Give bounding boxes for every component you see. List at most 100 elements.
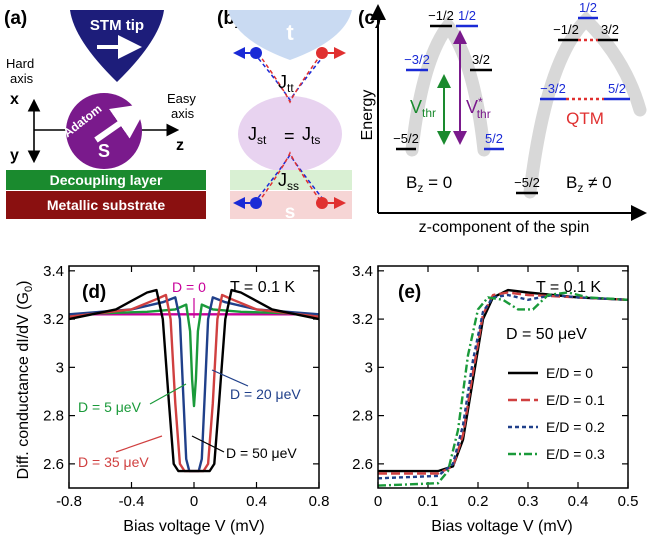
annot-d50-pointer — [191, 435, 225, 453]
stm-tip-label: STM tip — [90, 17, 144, 34]
electron-blue-top — [250, 47, 262, 59]
legend-entry-3: E/D = 0.3 — [546, 446, 605, 462]
spin-axis-label: z-component of the spin — [419, 219, 590, 236]
equals-sign: = — [284, 126, 295, 146]
panel-e-temperature: T = 0.1 K — [536, 279, 601, 296]
vthr-label: Vthr — [410, 97, 436, 120]
panel-d-ticks: -0.8 -0.4 0 0.4 0.8 2.6 2.8 3 3.2 3.4 — [43, 263, 329, 510]
panel-d-temperature: T = 0.1 K — [230, 279, 295, 296]
panel-d-xtick-label: 0.8 — [309, 493, 330, 510]
level-right-p52-label: 5/2 — [608, 81, 626, 96]
panel-e-xtick-label: 0.3 — [518, 493, 539, 510]
panel-d-ytick-label: 2.8 — [43, 408, 64, 425]
panel-e-series — [377, 288, 629, 487]
panel-e-xtick-label: 0.4 — [568, 493, 589, 510]
adatom-region — [238, 96, 342, 172]
metallic-substrate — [6, 191, 206, 219]
panel-e-xtick-label: 0.1 — [418, 493, 439, 510]
surface-letter: s — [285, 202, 296, 223]
axis-x-label: x — [10, 91, 19, 108]
panel-d-xtick-label: -0.8 — [56, 493, 82, 510]
annot-d0: D = 0 — [172, 279, 206, 295]
panel-e-xtick-label: 0.2 — [468, 493, 489, 510]
level-right-m12-label: −1/2 — [553, 22, 579, 37]
panel-e-xtick-label: 0.5 — [618, 493, 639, 510]
level-right-m52-label: −5/2 — [514, 175, 540, 190]
axis-z-label: z — [176, 137, 184, 154]
panel-d-xlabel: Bias voltage V (mV) — [123, 518, 264, 535]
level-left-p12-label: 1/2 — [458, 8, 476, 23]
level-left-p32-label: 3/2 — [472, 52, 490, 67]
path-red-bottom — [257, 151, 323, 204]
j-ss-label: Jss — [278, 170, 299, 193]
panel-d-xtick-label: 0 — [190, 493, 198, 510]
j-ts-label: Jts — [302, 124, 320, 147]
panel-e-ytick-label: 3.2 — [352, 311, 373, 328]
panel-e-label: (e) — [398, 282, 421, 303]
panel-d-frame — [68, 265, 320, 489]
level-left-m12-label: −1/2 — [428, 8, 454, 23]
panel-d-series-4 — [68, 288, 320, 473]
panel-e-dlabel: D = 50 μeV — [506, 326, 587, 343]
j-tt-label: Jtt — [278, 72, 294, 95]
panel-c: (c) Energy z-component of the spin −1/2 … — [358, 0, 647, 236]
panel-d-series-1 — [68, 303, 320, 408]
level-right-m32-label: −3/2 — [540, 81, 566, 96]
hard-axis-label-2: axis — [10, 71, 34, 86]
panel-d-xtick-label: -0.4 — [119, 493, 145, 510]
axis-y-label: y — [10, 147, 19, 164]
easy-axis-label-1: Easy — [167, 91, 196, 106]
substrate-region — [230, 191, 352, 219]
panel-d-ytick-label: 3 — [56, 359, 64, 376]
bz-nonzero-label: Bz ≠ 0 — [566, 173, 612, 195]
panel-e-ytick-label: 3 — [365, 359, 373, 376]
panel-d-label: (d) — [82, 282, 106, 303]
annot-d5-pointer — [149, 383, 187, 405]
panel-a: (a) STM tip Hard axis x Easy axis y z Ad… — [4, 8, 206, 219]
energy-label: Energy — [359, 90, 376, 141]
vthr-star-label: V* thr — [466, 95, 491, 121]
annot-d35: D = 35 μeV — [78, 454, 149, 470]
panel-e-xtick-label: 0 — [374, 493, 382, 510]
parabola-right — [523, 10, 647, 199]
level-right-p12-label: 1/2 — [579, 0, 597, 15]
qtm-label: QTM — [566, 109, 604, 128]
hard-axis-label-1: Hard — [6, 56, 34, 71]
legend-entry-1: E/D = 0.1 — [546, 392, 605, 408]
bz-zero-label: Bz = 0 — [406, 173, 452, 195]
panel-d-ytick-label: 2.6 — [43, 456, 64, 473]
panel-e-series-2 — [377, 293, 629, 480]
panel-b: (b) t s Jtt Jst = Jts Jss — [217, 8, 352, 223]
path-blue-top — [253, 52, 327, 102]
decoupling-label: Decoupling layer — [50, 172, 163, 188]
path-blue-bottom — [253, 153, 327, 204]
parabola-left — [405, 15, 491, 157]
annot-d20-pointer — [211, 369, 249, 387]
panel-d-ytick-label: 3.4 — [43, 263, 64, 280]
j-st-label: Jst — [248, 124, 267, 147]
legend-entry-0: E/D = 0 — [546, 365, 593, 381]
spin-label: S — [98, 141, 110, 161]
panel-e-series-3 — [377, 291, 629, 487]
panel-d-xtick-label: 0.4 — [246, 493, 267, 510]
panel-e-xlabel: Bias voltage V (mV) — [431, 518, 572, 535]
path-red-top — [257, 52, 323, 104]
substrate-label: Metallic substrate — [47, 197, 165, 213]
electron-red-top — [316, 47, 328, 59]
electron-red-bottom — [316, 197, 328, 209]
level-left-m52-label: −5/2 — [393, 131, 419, 146]
panel-d-ytick-label: 3.2 — [43, 311, 64, 328]
panel-e-legend: E/D = 0 E/D = 0.1 E/D = 0.2 E/D = 0.3 — [508, 365, 605, 462]
level-right-p32-label: 3/2 — [601, 22, 619, 37]
panel-e-ytick-label: 2.8 — [352, 408, 373, 425]
level-left-p52-label: 5/2 — [485, 131, 503, 146]
electron-blue-bottom — [250, 197, 262, 209]
adatom-spin-arrow — [94, 103, 149, 143]
annot-d20: D = 20 μeV — [230, 386, 301, 402]
decoupling-layer — [6, 170, 206, 190]
panel-d-ylabel: Diff. conductance dI/dV (G0) — [15, 281, 35, 480]
legend-entry-2: E/D = 0.2 — [546, 419, 605, 435]
tip-letter: t — [286, 20, 294, 45]
annot-d35-pointer — [115, 435, 163, 453]
